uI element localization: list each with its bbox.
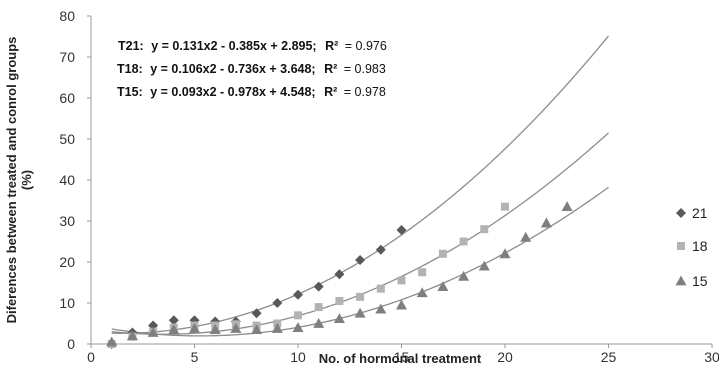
data-point-18 xyxy=(418,268,427,277)
x-tick-label: 25 xyxy=(601,349,617,365)
legend-label-18: 18 xyxy=(692,238,708,254)
data-point-15 xyxy=(499,248,511,259)
x-tick-label: 10 xyxy=(290,349,306,365)
data-point-18 xyxy=(335,296,344,305)
x-ticks: 0 5 10 15 20 25 30 xyxy=(87,344,719,365)
data-point-15 xyxy=(540,217,552,228)
data-point-18 xyxy=(294,311,302,320)
y-axis-title: Diferences between treated and conrol gr… xyxy=(4,37,34,324)
data-point-18 xyxy=(314,303,323,312)
data-point-15 xyxy=(437,281,449,291)
data-point-21 xyxy=(293,289,303,300)
data-point-15 xyxy=(333,313,345,323)
equation-t18-formula: y = 0.106x2 - 0.736x + 3.648; xyxy=(150,62,315,76)
equation-t21-series: T21: xyxy=(118,39,144,53)
data-point-21 xyxy=(272,298,283,308)
data-point-18 xyxy=(397,276,406,285)
y-tick-label: 80 xyxy=(59,8,75,24)
legend-marker-18 xyxy=(677,242,685,250)
data-point-15 xyxy=(168,324,180,335)
x-tick-label: 20 xyxy=(497,349,513,365)
data-point-18 xyxy=(501,202,509,211)
equation-t15-formula: y = 0.093x2 - 0.978x + 4.548; xyxy=(150,85,315,99)
equation-t18-r2-label: R² xyxy=(324,62,337,76)
data-point-15 xyxy=(458,270,470,281)
data-point-21 xyxy=(396,225,407,236)
y-tick-label: 10 xyxy=(59,295,75,311)
y-ticks: 0 10 20 30 40 50 60 70 80 xyxy=(59,8,91,352)
legend-marker-15 xyxy=(675,275,687,286)
data-point-15 xyxy=(209,324,221,335)
data-point-15 xyxy=(147,327,159,337)
equation-t21-r2-value: = 0.976 xyxy=(345,39,387,53)
data-point-21 xyxy=(334,269,345,280)
data-point-21 xyxy=(313,281,324,292)
equation-t15-r2-label: R² xyxy=(324,85,337,99)
data-point-15 xyxy=(416,287,428,298)
data-point-18 xyxy=(438,249,447,258)
y-tick-label: 50 xyxy=(59,131,75,147)
data-point-21 xyxy=(375,244,386,255)
data-point-15 xyxy=(292,322,304,332)
y-tick-label: 30 xyxy=(59,213,75,229)
data-point-15 xyxy=(106,336,118,347)
equation-t18-series: T18: xyxy=(117,62,143,76)
data-point-18 xyxy=(480,225,489,234)
data-point-15 xyxy=(189,322,200,333)
equation-t21-formula: y = 0.131x2 - 0.385x + 2.895; xyxy=(151,39,316,53)
trendline-equations: T21: y = 0.131x2 - 0.385x + 2.895; R² = … xyxy=(117,39,387,99)
data-point-18 xyxy=(376,284,385,293)
data-point-15 xyxy=(354,307,366,318)
x-tick-label: 30 xyxy=(704,349,719,365)
data-point-21 xyxy=(251,308,262,319)
data-point-18 xyxy=(356,292,365,301)
data-point-15 xyxy=(126,330,138,341)
data-point-21 xyxy=(355,254,366,265)
x-tick-label: 15 xyxy=(394,349,410,365)
legend-marker-21 xyxy=(676,208,686,218)
equation-t18-r2-value: = 0.983 xyxy=(344,62,386,76)
x-tick-label: 5 xyxy=(191,349,199,365)
y-tick-label: 20 xyxy=(59,254,75,270)
data-point-15 xyxy=(271,322,283,333)
x-axis-title: No. of hormonal treatment xyxy=(319,351,482,366)
equation-t15: T15: y = 0.093x2 - 0.978x + 4.548; R² = … xyxy=(117,85,386,99)
y-tick-label: 0 xyxy=(67,336,75,352)
equation-t21-r2-label: R² xyxy=(325,39,338,53)
data-point-15 xyxy=(396,299,407,310)
equation-t15-r2-value: = 0.978 xyxy=(344,85,386,99)
equation-t15-series: T15: xyxy=(117,85,143,99)
data-point-15 xyxy=(520,231,532,242)
y-axis-title-line1: Diferences between treated and conrol gr… xyxy=(4,37,19,324)
data-point-18 xyxy=(459,237,468,246)
equation-t18: T18: y = 0.106x2 - 0.736x + 3.648; R² = … xyxy=(117,62,386,76)
data-point-21 xyxy=(168,315,179,326)
data-markers xyxy=(106,201,573,349)
y-tick-label: 70 xyxy=(59,49,75,65)
data-point-15 xyxy=(313,318,325,328)
y-tick-label: 40 xyxy=(59,172,75,188)
x-tick-label: 0 xyxy=(87,349,95,365)
equation-t21: T21: y = 0.131x2 - 0.385x + 2.895; R² = … xyxy=(118,39,387,53)
y-tick-label: 60 xyxy=(59,90,75,106)
data-point-15 xyxy=(561,201,573,212)
data-point-15 xyxy=(375,303,387,314)
data-point-15 xyxy=(230,322,242,333)
data-point-15 xyxy=(251,324,263,335)
y-axis-title-line2: (%) xyxy=(19,170,34,190)
legend: 21 18 15 xyxy=(675,205,708,289)
legend-label-15: 15 xyxy=(692,273,708,289)
legend-label-21: 21 xyxy=(692,205,708,221)
data-point-15 xyxy=(478,260,490,271)
